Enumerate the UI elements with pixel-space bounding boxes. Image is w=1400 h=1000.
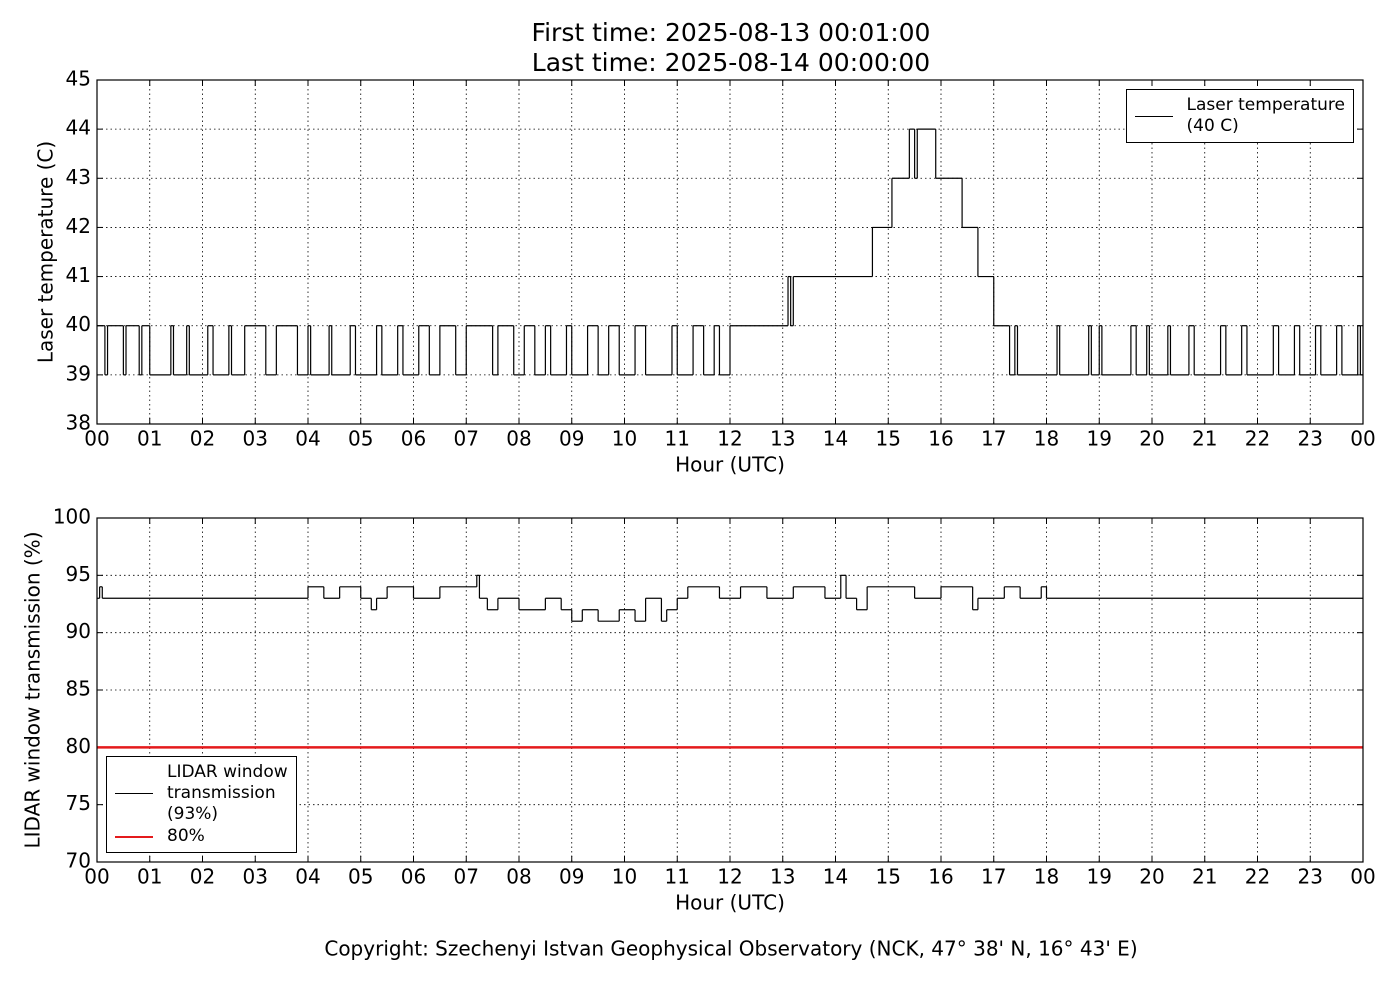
x-tick-label: 09 — [559, 427, 584, 451]
x-tick-label: 18 — [1034, 865, 1059, 889]
y-tick-label: 70 — [66, 849, 91, 873]
x-tick-label: 16 — [928, 865, 953, 889]
x-tick-label: 10 — [612, 427, 637, 451]
legend: LIDAR window transmission (93%) 80% — [106, 756, 297, 853]
subtitle: Last time: 2025-08-14 00:00:00 — [532, 48, 930, 77]
x-tick-label: 04 — [295, 865, 320, 889]
x-tick-label: 01 — [137, 865, 162, 889]
x-tick-label: 15 — [876, 427, 901, 451]
plot-frame — [96, 79, 1364, 425]
x-tick-label: 07 — [454, 865, 479, 889]
x-tick-label: 23 — [1298, 427, 1323, 451]
y-tick-label: 43 — [66, 165, 91, 189]
x-tick-label: 00 — [1350, 427, 1375, 451]
x-tick-label: 02 — [190, 427, 215, 451]
x-tick-label: 20 — [1139, 427, 1164, 451]
x-tick-label: 13 — [770, 865, 795, 889]
x-tick-label: 15 — [876, 865, 901, 889]
y-tick-label: 75 — [66, 791, 91, 815]
title: First time: 2025-08-13 00:01:00 — [532, 18, 931, 47]
x-tick-label: 09 — [559, 865, 584, 889]
legend-label: Laser temperature (40 C) — [1186, 95, 1345, 136]
legend-label: 80% — [167, 826, 205, 846]
x-tick-label: 08 — [506, 427, 531, 451]
x-tick-label: 08 — [506, 865, 531, 889]
legend-entry: LIDAR window transmission (93%) — [115, 762, 288, 825]
y-tick-label: 39 — [66, 361, 91, 385]
x-tick-label: 12 — [717, 865, 742, 889]
legend-entry: Laser temperature (40 C) — [1134, 95, 1345, 137]
plot-frame — [96, 517, 1364, 863]
x-tick-label: 11 — [665, 865, 690, 889]
x-tick-label: 06 — [401, 427, 426, 451]
x-tick-label: 01 — [137, 427, 162, 451]
legend-swatch — [1134, 115, 1173, 117]
y-tick-label: 38 — [66, 411, 91, 435]
series — [97, 128, 1363, 376]
y-tick-label: 44 — [66, 116, 91, 140]
legend-entry: 80% — [115, 826, 288, 847]
x-tick-label: 05 — [348, 865, 373, 889]
y-tick-label: 41 — [66, 263, 91, 287]
y-tick-label: 42 — [66, 214, 91, 238]
legend-label: LIDAR window transmission (93%) — [167, 762, 288, 824]
x-tick-label: 22 — [1245, 427, 1270, 451]
y-tick-label: 80 — [66, 734, 91, 758]
x-tick-label: 07 — [454, 427, 479, 451]
x-tick-label: 20 — [1139, 865, 1164, 889]
x-tick-label: 17 — [981, 865, 1006, 889]
x-tick-label: 16 — [928, 427, 953, 451]
x-tick-label: 21 — [1192, 427, 1217, 451]
y-tick-label: 40 — [66, 312, 91, 336]
y-tick-label: 85 — [66, 677, 91, 701]
x-tick-label: 17 — [981, 427, 1006, 451]
legend: Laser temperature (40 C) — [1125, 89, 1354, 143]
x-tick-label: 04 — [295, 427, 320, 451]
footer: Copyright: Szechenyi Istvan Geophysical … — [324, 937, 1137, 961]
x-tick-label: 05 — [348, 427, 373, 451]
x-tick-label: 00 — [84, 865, 109, 889]
y-tick-label: 100 — [53, 505, 91, 529]
x-tick-label: 00 — [1350, 865, 1375, 889]
x-tick-label: 21 — [1192, 865, 1217, 889]
x-tick-label: 12 — [717, 427, 742, 451]
x-tick-label: 10 — [612, 865, 637, 889]
x-tick-label: 03 — [243, 427, 268, 451]
x-tick-label: 19 — [1087, 865, 1112, 889]
x-tick-label: 14 — [823, 427, 848, 451]
x-tick-label: 18 — [1034, 427, 1059, 451]
x-tick-label: 23 — [1298, 865, 1323, 889]
x-tick-label: 06 — [401, 865, 426, 889]
x-tick-label: 19 — [1087, 427, 1112, 451]
x-tick-label: 00 — [84, 427, 109, 451]
x-tick-label: 03 — [243, 865, 268, 889]
legend-swatch — [115, 793, 153, 794]
y-axis-label: Laser temperature (C) — [34, 141, 58, 363]
x-tick-label: 02 — [190, 865, 215, 889]
y-tick-label: 90 — [66, 619, 91, 643]
x-tick-label: 13 — [770, 427, 795, 451]
y-tick-label: 45 — [66, 67, 91, 91]
y-axis-label: LIDAR window transmission (%) — [21, 532, 45, 849]
x-tick-label: 14 — [823, 865, 848, 889]
x-axis-label: Hour (UTC) — [675, 891, 785, 915]
series — [97, 574, 1363, 622]
legend-swatch — [115, 835, 153, 838]
x-tick-label: 22 — [1245, 865, 1270, 889]
x-axis-label: Hour (UTC) — [675, 453, 785, 477]
x-tick-label: 11 — [665, 427, 690, 451]
y-tick-label: 95 — [66, 562, 91, 586]
